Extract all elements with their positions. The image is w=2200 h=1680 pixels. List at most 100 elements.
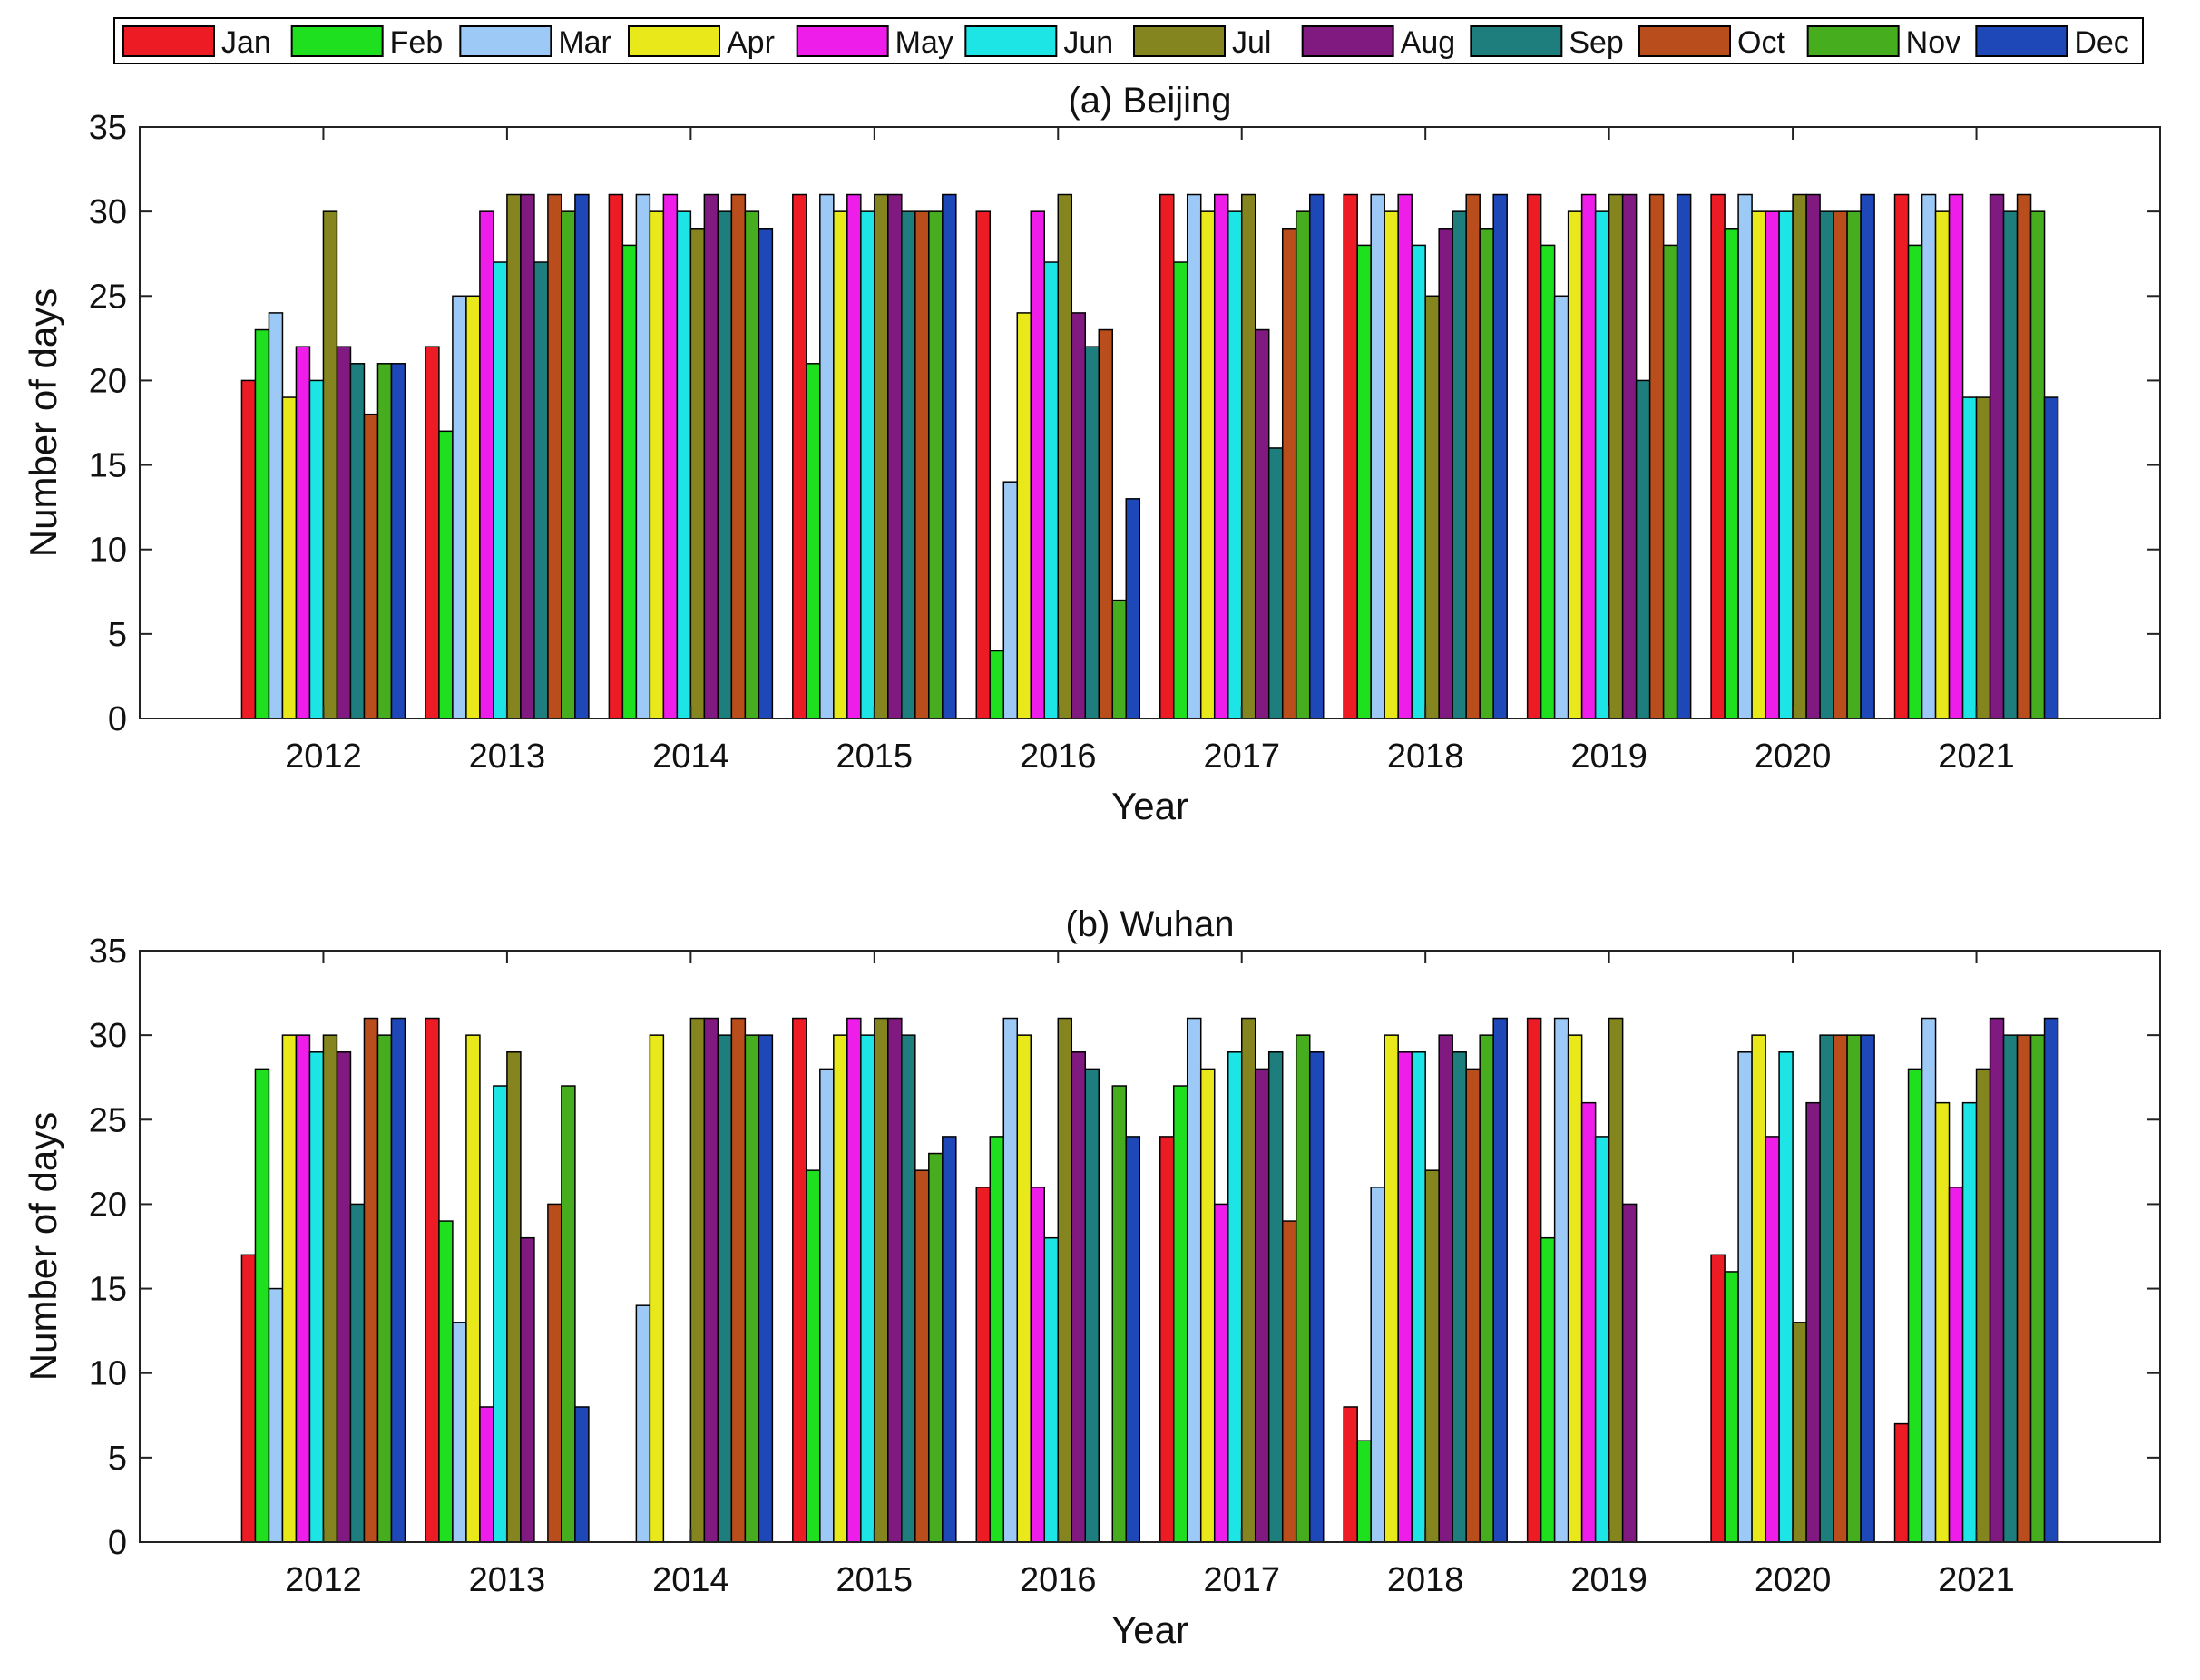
bar-2019-jun [1594, 210, 1610, 719]
bar-2020-dec [1860, 1034, 1875, 1543]
legend-swatch-nov [1806, 25, 1900, 57]
bar-2014-feb [621, 244, 638, 719]
bar-2014-mar [635, 1304, 651, 1543]
bar-2016-jul [1057, 193, 1073, 719]
bar-2016-feb [989, 650, 1005, 719]
bar-2017-dec [1308, 193, 1325, 719]
bar-2013-jul [506, 1051, 522, 1543]
legend-box [113, 17, 2144, 64]
bar-2020-nov [1846, 1034, 1862, 1543]
x-tick-label: 2013 [469, 737, 546, 776]
bar-2017-jun [1227, 1051, 1243, 1543]
bar-2018-aug [1438, 1034, 1453, 1543]
x-tick-label: 2015 [836, 737, 914, 776]
bar-2019-jan [1526, 1017, 1542, 1543]
legend-label-mar: Mar [558, 25, 611, 60]
bar-2019-sep [1635, 379, 1651, 719]
bar-2016-mar [1002, 481, 1019, 719]
plot-frame [139, 126, 2161, 719]
bar-2019-may [1580, 1101, 1597, 1543]
y-tick-label: 30 [89, 193, 127, 231]
bar-2021-jan [1893, 193, 1910, 719]
x-tick-label: 2017 [1203, 737, 1280, 776]
bar-2021-may [1948, 1187, 1964, 1543]
bar-2015-jul [874, 1017, 889, 1543]
bar-2017-oct [1281, 1220, 1297, 1543]
bar-2015-aug [887, 1017, 903, 1543]
bar-2012-aug [336, 1051, 352, 1543]
bar-2015-may [846, 1017, 862, 1543]
bar-2017-jan [1159, 193, 1175, 719]
bar-2020-feb [1724, 228, 1739, 719]
bar-2018-jul [1424, 1169, 1440, 1543]
bar-2015-feb [806, 363, 821, 719]
bar-2013-jan [425, 1017, 440, 1543]
bar-2018-apr [1384, 210, 1399, 719]
bar-2018-jul [1424, 295, 1440, 719]
plot-frame [139, 950, 2161, 1543]
bar-2020-dec [1860, 193, 1875, 719]
bar-2012-nov [376, 363, 393, 719]
bar-2012-jul [322, 210, 338, 719]
bar-2012-dec [390, 1017, 406, 1543]
bar-2013-jul [506, 193, 522, 719]
bar-2021-sep [2002, 1034, 2019, 1543]
bar-2016-aug [1071, 312, 1087, 719]
bar-2016-dec [1125, 1136, 1141, 1543]
x-tick-label: 2016 [1020, 1561, 1097, 1599]
bar-2020-nov [1846, 210, 1862, 719]
y-tick-label: 15 [89, 1271, 127, 1309]
bar-2013-feb [438, 430, 454, 719]
bar-2012-feb [254, 328, 270, 719]
legend-label-apr: Apr [727, 25, 775, 60]
y-tick-label: 35 [89, 109, 127, 147]
y-tick-label: 25 [89, 278, 127, 316]
bar-2016-apr [1016, 312, 1032, 719]
bar-2018-apr [1384, 1034, 1399, 1543]
bar-2012-oct [363, 413, 379, 719]
x-axis-label: Year [1111, 1608, 1188, 1651]
bar-2021-oct [2016, 1034, 2032, 1543]
chart-beijing: (a) Beijing 0 5 10 15 20 25 30 35 2012 2013 2014 201… [22, 81, 2161, 827]
legend-swatch-jun [964, 25, 1058, 57]
bar-2019-apr [1567, 1034, 1583, 1543]
bar-2014-jul [689, 228, 706, 719]
bar-2012-may [295, 346, 311, 719]
bar-2017-mar [1186, 193, 1202, 719]
bar-2013-aug [520, 193, 535, 719]
legend-label-may: May [895, 25, 953, 60]
legend-swatch-jul [1133, 25, 1226, 57]
bar-2012-oct [363, 1017, 379, 1543]
bar-2015-feb [806, 1169, 821, 1543]
bar-2018-nov [1479, 1034, 1494, 1543]
y-tick-label: 15 [89, 447, 127, 485]
bar-2019-jul [1608, 1017, 1624, 1543]
y-tick-label: 20 [89, 362, 127, 400]
bar-2021-aug [1989, 193, 2005, 719]
bar-2021-mar [1921, 1017, 1937, 1543]
bar-2017-aug [1254, 1068, 1270, 1543]
bar-2018-sep [1452, 210, 1467, 719]
bar-2020-apr [1751, 1034, 1766, 1543]
bar-2012-apr [281, 396, 298, 719]
bar-2016-jul [1057, 1017, 1073, 1543]
x-tick-label: 2019 [1570, 737, 1648, 776]
bar-2015-jul [874, 193, 889, 719]
bar-2016-jun [1043, 261, 1060, 719]
bar-2012-jun [308, 379, 325, 719]
bar-2015-sep [901, 1034, 916, 1543]
bar-2014-mar [635, 193, 651, 719]
x-tick-label: 2017 [1203, 1561, 1280, 1599]
legend-swatch-oct [1638, 25, 1731, 57]
bar-2017-may [1213, 1203, 1229, 1543]
bar-2014-nov [744, 210, 760, 719]
bar-2015-jan [792, 193, 807, 719]
bar-2016-aug [1071, 1051, 1087, 1543]
x-axis-label: Year [1111, 785, 1188, 827]
bar-2017-jan [1159, 1136, 1175, 1543]
bar-2013-jun [493, 261, 508, 719]
bar-2012-mar [268, 312, 284, 719]
bar-2014-jan [608, 193, 624, 719]
bar-2017-feb [1172, 261, 1188, 719]
